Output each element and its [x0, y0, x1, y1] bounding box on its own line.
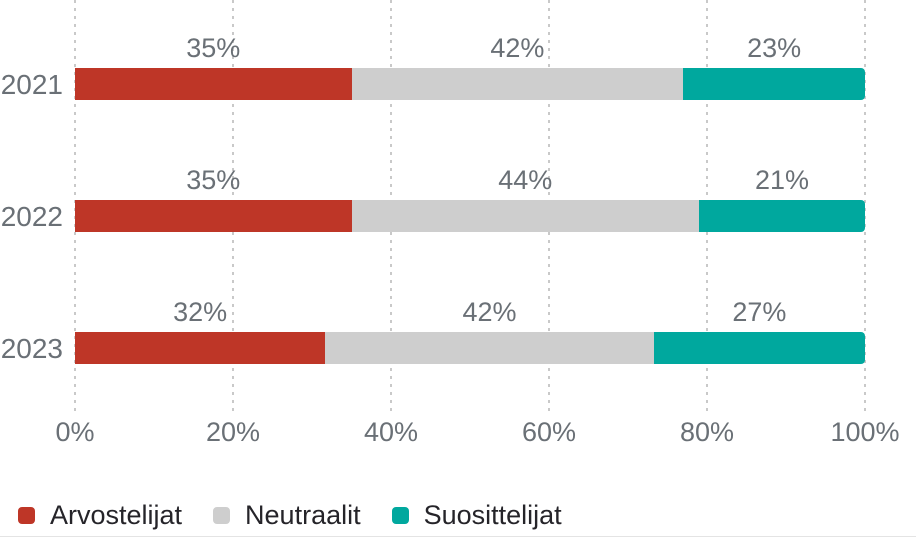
data-label-arvostelijat-2021: 35% — [186, 33, 241, 63]
x-axis-tick-label-0: 0% — [55, 417, 95, 447]
legend-swatch-icon — [18, 506, 35, 524]
data-label-arvostelijat-2022: 35% — [186, 165, 241, 195]
data-label-suosittelijat-2022: 21% — [755, 165, 810, 195]
chart-legend: Arvostelijat Neutraalit Suosittelijat — [18, 501, 562, 529]
y-axis-label-2021: 2021 — [0, 69, 63, 100]
divider — [0, 536, 916, 537]
y-axis-label-2023: 2023 — [0, 333, 63, 364]
x-axis-tick-label-40: 40% — [363, 417, 419, 447]
bar-segment-neutraalit-2023[interactable] — [325, 332, 654, 364]
x-axis-tick-label-80: 80% — [679, 417, 735, 447]
x-axis-tick-label-100: 100% — [830, 417, 900, 447]
bar-segment-neutraalit-2022[interactable] — [351, 200, 700, 232]
bar-row-2022 — [75, 200, 865, 232]
legend-item-neutraalit[interactable]: Neutraalit — [213, 501, 361, 529]
bar-row-2023 — [75, 332, 865, 364]
legend-swatch-icon — [213, 506, 231, 524]
gridline — [864, 0, 866, 416]
bar-segment-arvostelijat-2022[interactable] — [75, 200, 352, 232]
bar-segment-arvostelijat-2023[interactable] — [75, 332, 326, 364]
bar-segment-arvostelijat-2021[interactable] — [75, 68, 352, 100]
data-label-neutraalit-2021: 42% — [490, 33, 545, 63]
legend-item-arvostelijat[interactable]: Arvostelijat — [18, 501, 182, 529]
legend-swatch-icon — [391, 506, 409, 524]
legend-label: Arvostelijat — [50, 500, 183, 530]
data-label-arvostelijat-2023: 32% — [173, 297, 228, 327]
data-label-neutraalit-2023: 42% — [462, 297, 517, 327]
legend-item-suosittelijat[interactable]: Suosittelijat — [391, 500, 562, 530]
y-axis-label-2022: 2022 — [0, 201, 63, 232]
bar-row-2021 — [75, 68, 865, 100]
bar-segment-suosittelijat-2023[interactable] — [653, 332, 865, 364]
x-axis-tick-label-60: 60% — [521, 417, 577, 447]
bar-segment-suosittelijat-2021[interactable] — [683, 68, 865, 100]
bar-segment-suosittelijat-2022[interactable] — [699, 200, 865, 232]
legend-label: Suosittelijat — [423, 500, 562, 530]
data-label-suosittelijat-2021: 23% — [747, 33, 802, 63]
bar-segment-neutraalit-2021[interactable] — [351, 68, 684, 100]
data-label-suosittelijat-2023: 27% — [732, 297, 787, 327]
data-label-neutraalit-2022: 44% — [498, 165, 553, 195]
legend-label: Neutraalit — [245, 500, 361, 530]
x-axis-tick-label-20: 20% — [205, 417, 261, 447]
